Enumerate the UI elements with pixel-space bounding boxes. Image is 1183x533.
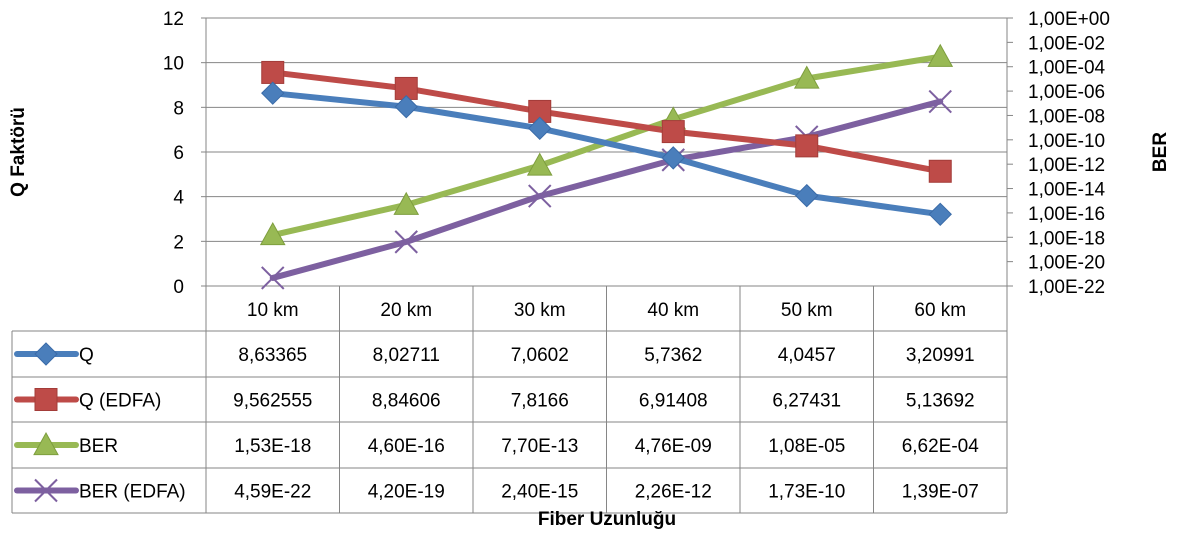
- category-label: 20 km: [380, 300, 432, 321]
- category-label: 60 km: [914, 300, 966, 321]
- table-cell-value: 7,8166: [511, 391, 569, 412]
- y-tick-label: 4: [173, 188, 184, 209]
- legend-keys: [14, 342, 79, 503]
- table-cell-value: 2,40E-15: [501, 482, 578, 503]
- data-point-square: [34, 388, 58, 411]
- series-markers: [259, 43, 954, 290]
- legend-series-name: Q: [79, 345, 94, 366]
- data-point-square: [795, 134, 819, 158]
- y2-tick-label: 1,00E-16: [1028, 204, 1105, 225]
- table-cell-value: 8,02711: [373, 345, 440, 366]
- table-cell-value: 5,13692: [906, 391, 975, 412]
- data-point-x: [528, 184, 552, 208]
- y2-axis-ticks: 1,00E-22 1,00E-20 1,00E-18 1,00E-16 1,00E-14…: [1007, 9, 1110, 298]
- gridlines: [205, 17, 1008, 286]
- table-cell-value: 4,0457: [778, 345, 836, 366]
- data-point-x: [261, 266, 285, 290]
- y-tick-label: 12: [163, 9, 184, 30]
- table-cell-value: 5,7362: [644, 345, 702, 366]
- data-point-square: [661, 120, 685, 144]
- data-point-x: [394, 230, 418, 254]
- y2-tick-label: 1,00E-14: [1028, 180, 1106, 201]
- data-point-x: [34, 478, 58, 503]
- table-cell-value: 6,91408: [639, 391, 708, 412]
- table-cell-value: 4,60E-16: [368, 436, 445, 457]
- series-line: [269, 90, 944, 218]
- data-point-triangle: [927, 43, 954, 67]
- y2-tick-label: 1,00E-12: [1028, 155, 1105, 176]
- y2-tick-label: 1,00E+00: [1028, 9, 1110, 30]
- y-tick-label: 0: [173, 277, 184, 298]
- table-cell-value: 8,63365: [238, 345, 307, 366]
- y2-axis-title: BER: [1150, 132, 1171, 172]
- table-cell-value: 4,59E-22: [234, 482, 311, 503]
- y-tick-label: 8: [173, 98, 184, 119]
- table-cell-value: 6,27431: [772, 391, 841, 412]
- y2-tick-label: 1,00E-04: [1028, 58, 1106, 79]
- data-table-lines: [11, 285, 1008, 514]
- y2-tick-label: 1,00E-18: [1028, 228, 1105, 249]
- y-tick-label: 2: [173, 232, 184, 253]
- data-point-triangle: [526, 152, 553, 176]
- table-cell-value: 6,62E-04: [902, 436, 980, 457]
- y2-tick-label: 1,00E-08: [1028, 106, 1105, 127]
- table-cell-value: 1,53E-18: [234, 436, 311, 457]
- data-point-triangle: [393, 191, 420, 215]
- legend-series-name: Q (EDFA): [79, 391, 161, 412]
- data-point-diamond: [795, 183, 819, 208]
- y-axis-title: Q Faktörü: [8, 107, 29, 197]
- y2-tick-label: 1,00E-02: [1028, 33, 1105, 54]
- y2-tick-label: 1,00E-20: [1028, 253, 1105, 274]
- table-cell-value: 1,39E-07: [902, 482, 979, 503]
- series-lines: [269, 53, 944, 281]
- table-cell-value: 8,84606: [372, 391, 441, 412]
- data-point-x: [928, 89, 952, 114]
- series-line: [269, 98, 944, 281]
- data-table: 10 km 20 km 30 km 40 km 50 km 60 km Q 8,63365 8,…: [79, 300, 979, 503]
- table-cell-value: 7,0602: [511, 345, 569, 366]
- series-line: [269, 69, 944, 175]
- data-point-diamond: [928, 202, 952, 227]
- table-cell-value: 7,70E-13: [501, 436, 578, 457]
- legend-series-name: BER: [79, 436, 118, 457]
- data-point-square: [928, 159, 952, 183]
- table-cell-value: 4,20E-19: [368, 482, 445, 503]
- y-axis-ticks: 0 2 4 6 8 10 12: [163, 9, 206, 298]
- table-cell-value: 1,08E-05: [768, 436, 845, 457]
- data-point-diamond: [394, 95, 418, 119]
- table-cell-value: 9,562555: [233, 391, 312, 412]
- y-tick-label: 6: [173, 143, 184, 164]
- category-label: 50 km: [781, 300, 833, 321]
- category-label: 10 km: [247, 300, 299, 321]
- table-cell-value: 3,20991: [906, 345, 975, 366]
- y-tick-label: 10: [163, 54, 184, 75]
- data-point-triangle: [793, 65, 820, 89]
- table-cell-value: 1,73E-10: [768, 482, 845, 503]
- category-label: 40 km: [647, 300, 699, 321]
- y2-tick-label: 1,00E-22: [1028, 277, 1105, 298]
- data-point-triangle: [33, 431, 59, 456]
- data-point-diamond: [34, 342, 58, 366]
- table-cell-value: 2,26E-12: [635, 482, 712, 503]
- data-point-diamond: [528, 116, 552, 141]
- category-label: 30 km: [514, 300, 566, 321]
- data-point-diamond: [261, 81, 285, 105]
- legend-series-name: BER (EDFA): [79, 482, 186, 503]
- data-point-square: [261, 60, 285, 84]
- table-cell-value: 4,76E-09: [635, 436, 712, 457]
- y2-tick-label: 1,00E-06: [1028, 82, 1105, 103]
- data-point-triangle: [259, 221, 286, 246]
- x-axis-title: Fiber Uzunluğu: [538, 509, 676, 530]
- y2-tick-label: 1,00E-10: [1028, 131, 1105, 152]
- data-point-diamond: [661, 146, 685, 170]
